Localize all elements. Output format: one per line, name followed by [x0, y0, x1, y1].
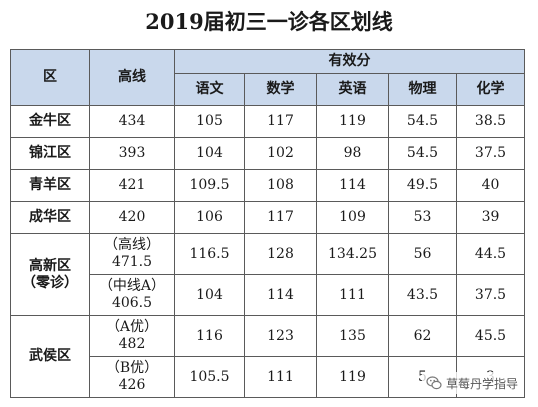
high-line-value: （B优） 426	[89, 356, 175, 398]
table-row: 成华区 420 106 117 109 53 39	[10, 201, 526, 234]
score-chemistry: 37.5	[455, 274, 526, 316]
score-chemistry: 38.5	[455, 105, 526, 138]
high-line-label: （高线）	[104, 237, 160, 253]
high-line-number: 482	[118, 336, 146, 352]
score-chinese: 116	[174, 315, 245, 357]
high-line-number: 471.5	[111, 254, 153, 270]
score-english: 134.25	[316, 233, 389, 275]
district-name-line1: 高新区	[29, 257, 71, 274]
table-row: （中线A） 406.5 104 114 111 43.5 37.5	[11, 274, 526, 316]
score-chemistry: 45.5	[455, 315, 526, 357]
score-english: 119	[316, 356, 389, 398]
score-english: 119	[316, 105, 389, 138]
watermark-text: 草莓丹学指导	[445, 376, 518, 391]
score-chemistry: 39	[455, 201, 526, 234]
high-line-value: （中线A） 406.5	[89, 274, 175, 316]
score-math: 114	[244, 274, 317, 316]
score-english: 114	[316, 169, 389, 202]
score-physics: 56	[388, 233, 457, 275]
score-math: 128	[244, 233, 317, 275]
high-line-label: （B优）	[105, 360, 159, 376]
district-name: 青羊区	[10, 169, 90, 202]
high-line-number: 426	[118, 377, 146, 393]
effective-score-header: 有效分	[173, 49, 526, 74]
high-line-value: 434	[89, 105, 175, 138]
page-title: 2019届初三一诊各区划线	[145, 9, 393, 34]
score-math: 108	[244, 169, 317, 202]
score-math: 102	[244, 137, 317, 170]
score-chinese: 106	[174, 201, 245, 234]
high-line-header: 高线	[89, 49, 175, 106]
score-physics: 54.5	[388, 105, 457, 138]
high-line-value: （A优） 482	[89, 315, 175, 357]
district-header: 区	[10, 49, 90, 106]
score-chinese: 116.5	[174, 233, 245, 275]
table-row: （B优） 426 105.5 111 119 5 3	[11, 356, 526, 398]
score-math: 117	[244, 201, 317, 234]
table-row: 金牛区 434 105 117 119 54.5 38.5	[10, 105, 526, 138]
high-line-label: （中线A）	[98, 278, 166, 294]
watermark: 草莓丹学指导	[421, 372, 522, 394]
score-chemistry: 44.5	[455, 233, 526, 275]
high-line-value: （高线） 471.5	[89, 233, 175, 275]
score-physics: 49.5	[388, 169, 457, 202]
district-name-line2: （零诊）	[22, 274, 78, 291]
score-math: 117	[244, 105, 317, 138]
high-line-value: 420	[89, 201, 175, 234]
score-math: 111	[244, 356, 317, 398]
table-row: 青羊区 421 109.5 108 114 49.5 40	[10, 169, 526, 202]
table-row: 高新区 （零诊） （高线） 471.5 116.5 128 134.25 56 …	[10, 233, 526, 316]
district-name: 高新区 （零诊）	[10, 233, 90, 316]
subject-header-physics: 物理	[388, 73, 457, 106]
score-physics: 54.5	[388, 137, 457, 170]
subject-header-row: 语文 数学 英语 物理 化学	[11, 73, 526, 106]
score-chinese: 104	[174, 274, 245, 316]
district-name: 锦江区	[10, 137, 90, 170]
subject-header-english: 英语	[316, 73, 389, 106]
score-chinese: 109.5	[174, 169, 245, 202]
wechat-icon	[426, 375, 442, 391]
table-row: 武侯区 （A优） 482 116 123 135 62 45.5	[10, 315, 526, 398]
score-chinese: 105.5	[174, 356, 245, 398]
high-line-label: （A优）	[105, 319, 159, 335]
score-chemistry: 37.5	[455, 137, 526, 170]
score-math: 123	[244, 315, 317, 357]
high-line-number: 406.5	[111, 295, 153, 311]
district-name: 武侯区	[10, 315, 90, 398]
score-chinese: 104	[174, 137, 245, 170]
high-line-value: 421	[89, 169, 175, 202]
score-chemistry: 40	[455, 169, 526, 202]
table-row: 锦江区 393 104 102 98 54.5 37.5	[10, 137, 526, 170]
district-name: 金牛区	[10, 105, 90, 138]
subject-header-chinese: 语文	[174, 73, 245, 106]
score-english: 109	[316, 201, 389, 234]
high-line-value: 393	[89, 137, 175, 170]
score-physics: 62	[388, 315, 457, 357]
district-name: 成华区	[10, 201, 90, 234]
subject-header-math: 数学	[244, 73, 317, 106]
score-english: 135	[316, 315, 389, 357]
header-row: 区 高线 有效分	[10, 49, 526, 106]
subject-header-chemistry: 化学	[455, 73, 526, 106]
score-physics: 53	[388, 201, 457, 234]
score-table: 区 高线 有效分 语文 数学 英语 物理 化学 金牛区 434 105 117 …	[10, 49, 526, 398]
score-english: 111	[316, 274, 389, 316]
score-english: 98	[316, 137, 389, 170]
score-physics: 43.5	[388, 274, 457, 316]
score-chinese: 105	[174, 105, 245, 138]
